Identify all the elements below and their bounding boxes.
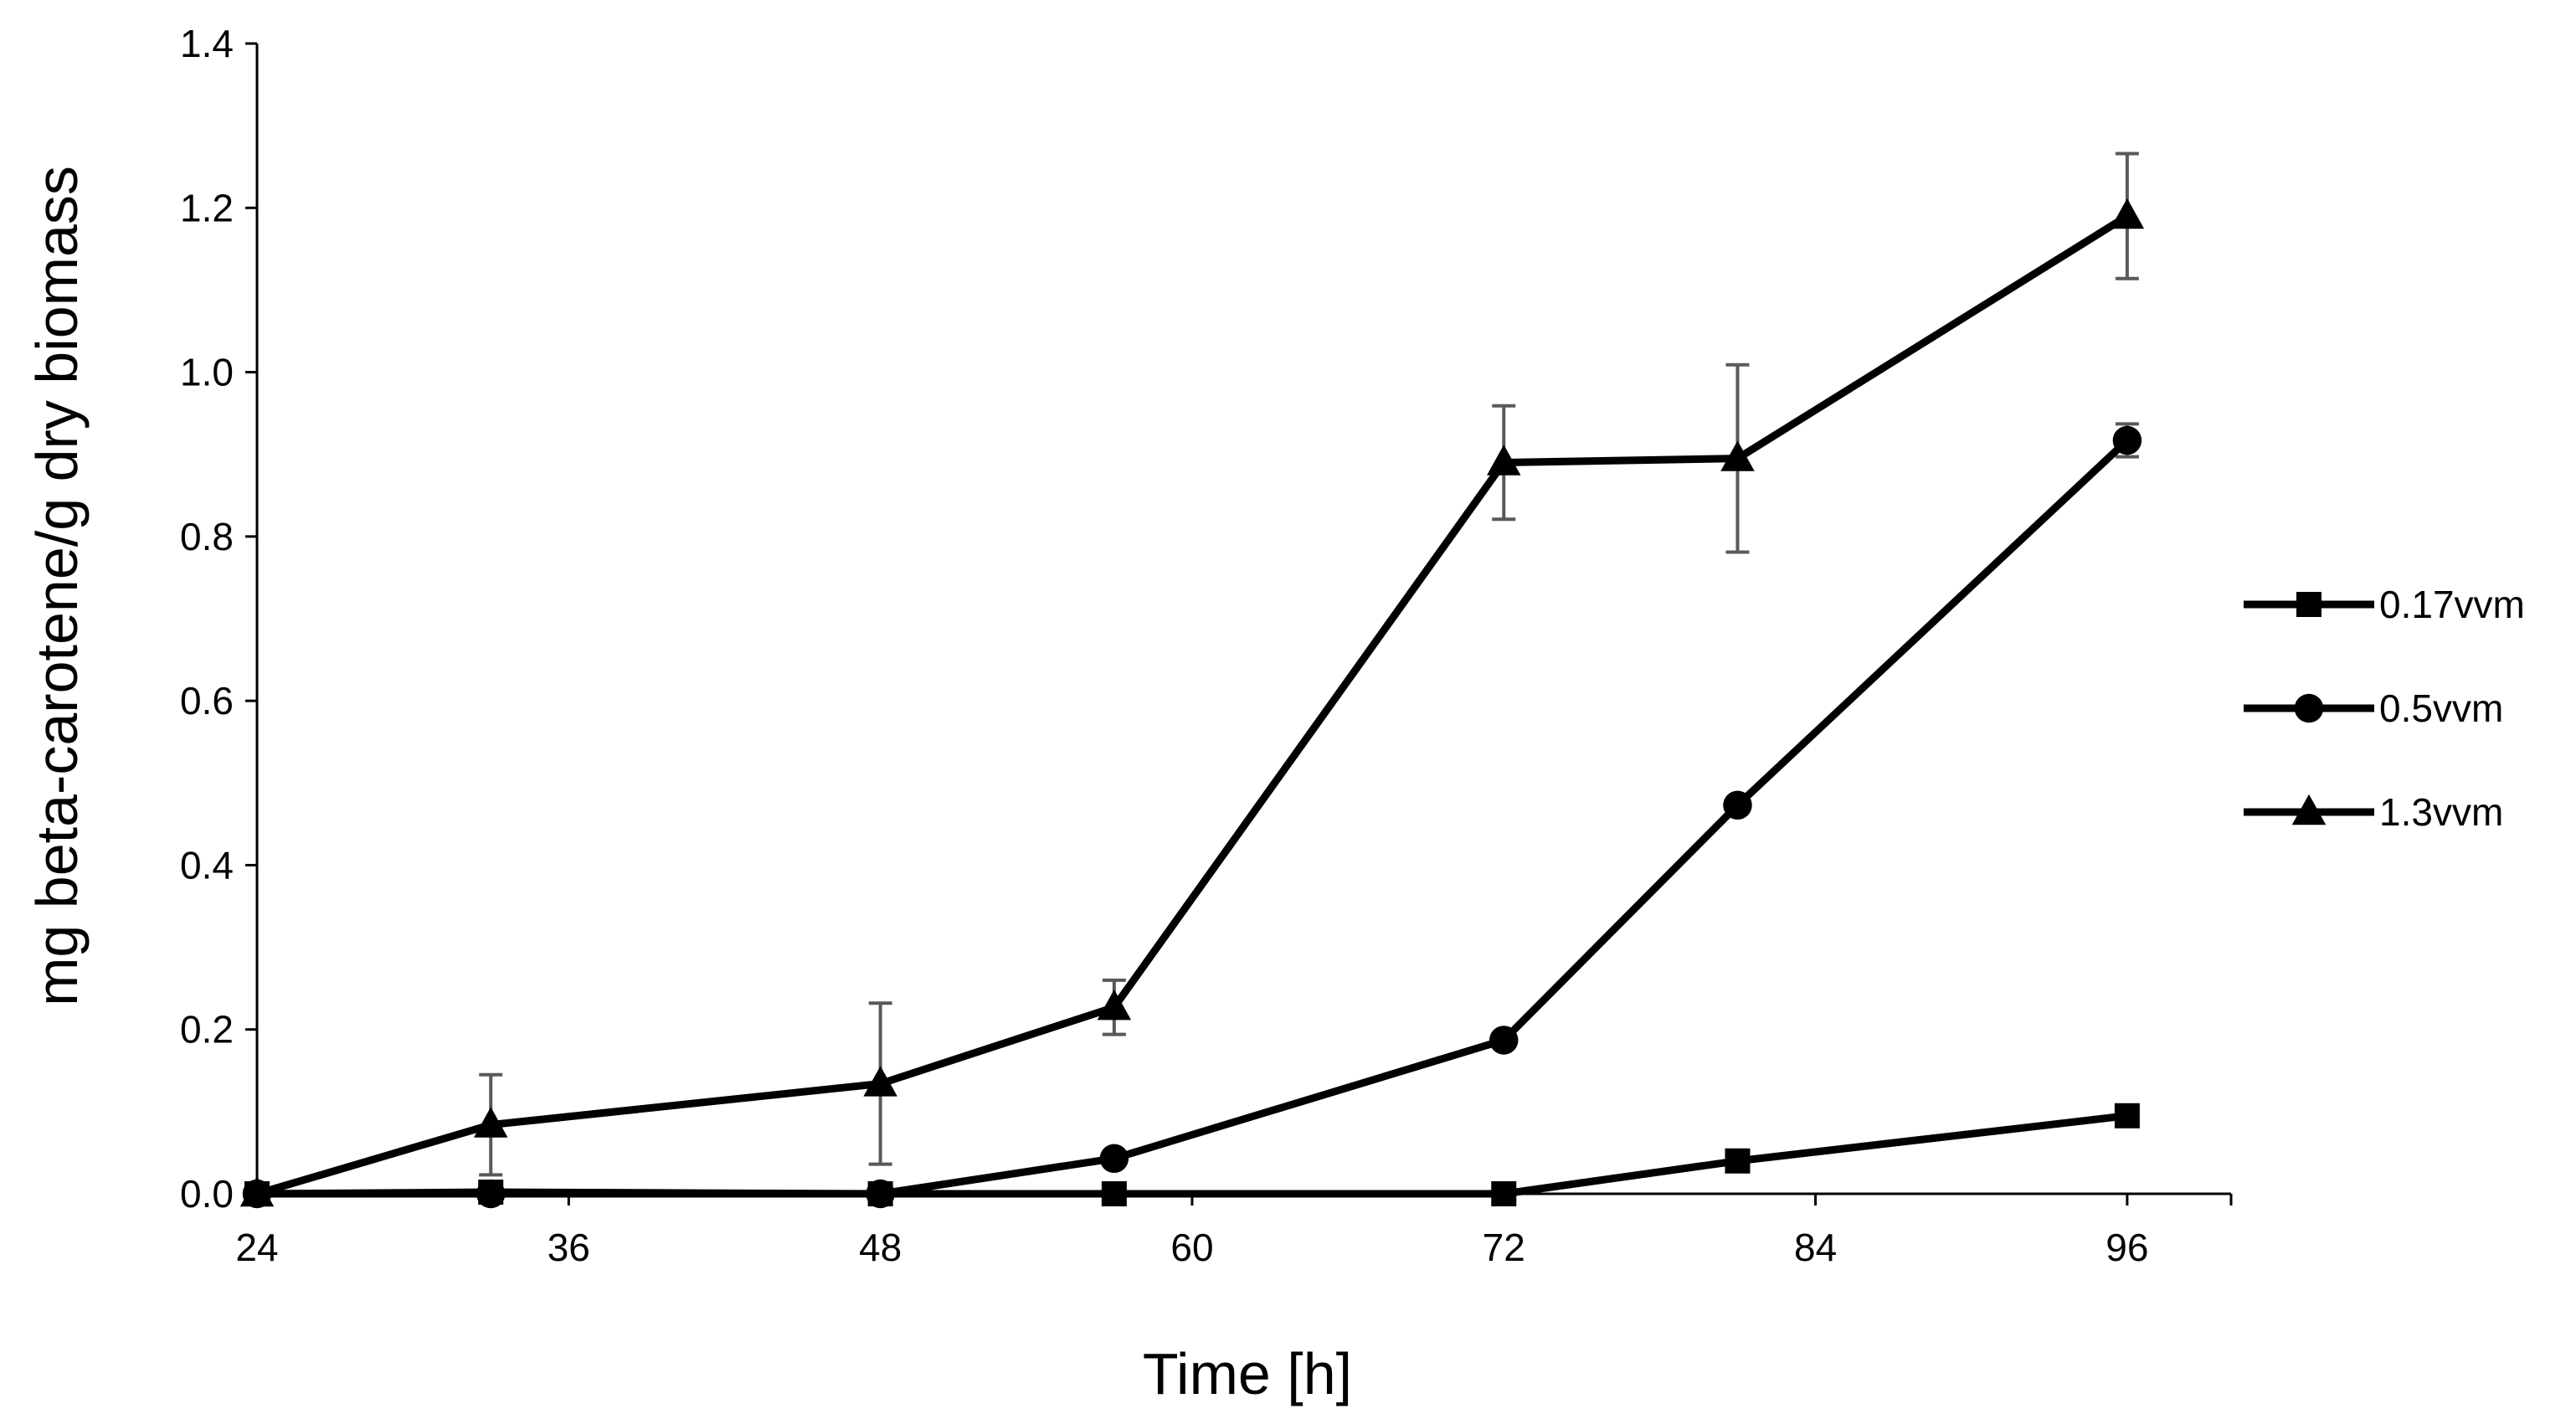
data-point [863, 1066, 897, 1097]
legend-marker [2291, 794, 2327, 825]
x-tick-label: 72 [1483, 1226, 1525, 1269]
y-axis-title: mg beta-carotene/g dry biomass [24, 166, 90, 1006]
x-tick-label: 84 [1794, 1226, 1837, 1269]
series-1.3vvm [239, 152, 2145, 1207]
legend-marker [2296, 592, 2321, 617]
x-tick-label: 36 [548, 1226, 590, 1269]
legend-item: 1.3vvm [2244, 790, 2503, 834]
legend-marker [2294, 693, 2324, 723]
plot-area: 0.0 0.2 0.4 0.6 0.8 1.0 1.2 1.4 24 36 48 60 72 84 96 [180, 22, 2233, 1269]
y-tick-label: 0.0 [180, 1172, 234, 1216]
x-axis-title: Time [h] [1143, 1341, 1352, 1406]
legend-label: 0.5vvm [2379, 686, 2503, 730]
data-point [1489, 1026, 1519, 1055]
y-tick-label: 0.2 [180, 1008, 234, 1051]
series-0.5vvm [242, 422, 2142, 1209]
data-point [239, 1175, 275, 1207]
data-point [1099, 1144, 1129, 1174]
x-tick-label: 48 [859, 1226, 902, 1269]
legend: 0.17vvm 0.5vvm 1.3vvm [2244, 583, 2525, 834]
data-point [473, 1107, 508, 1138]
legend-label: 1.3vvm [2379, 790, 2503, 834]
y-tick-label: 1.4 [180, 22, 234, 65]
legend-item: 0.17vvm [2244, 583, 2525, 626]
series-line [257, 437, 2130, 1198]
x-tick-label: 24 [235, 1226, 278, 1269]
data-point [2110, 198, 2145, 229]
x-tick-label: 60 [1170, 1226, 1213, 1269]
legend-label: 0.17vvm [2379, 583, 2525, 626]
data-point [2114, 1103, 2140, 1129]
x-tick-label: 96 [2106, 1226, 2148, 1269]
y-tick-label: 0.6 [180, 679, 234, 722]
data-point [866, 1179, 895, 1209]
legend-item: 0.5vvm [2244, 686, 2503, 730]
series-line [256, 1112, 2128, 1198]
y-tick-label: 1.0 [180, 351, 234, 394]
data-point [2112, 425, 2142, 455]
data-point [1491, 1181, 1517, 1206]
data-point [1101, 1181, 1127, 1206]
data-point [1723, 790, 1752, 820]
y-tick-label: 0.4 [180, 843, 234, 887]
data-point [1097, 989, 1132, 1021]
y-tick-label: 1.2 [180, 186, 234, 229]
data-point [476, 1179, 506, 1209]
data-point [1720, 440, 1755, 471]
y-tick-label: 0.8 [180, 515, 234, 558]
data-point [1487, 445, 1521, 476]
data-point [1725, 1148, 1751, 1174]
